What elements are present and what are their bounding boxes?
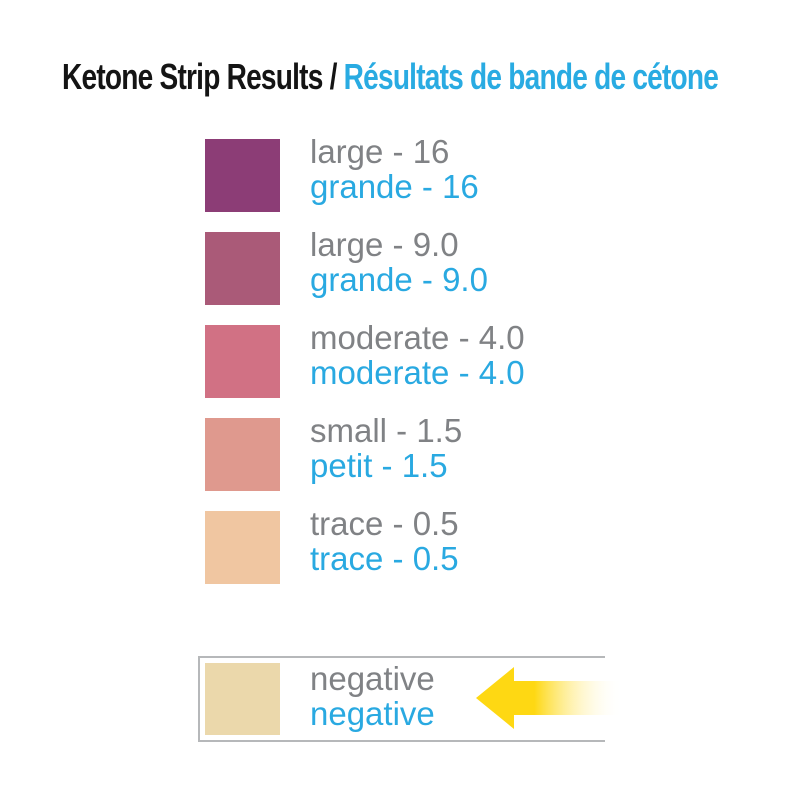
label-french: moderate - 4.0 (310, 354, 525, 391)
page-title: Ketone Strip Results / Résultats de band… (62, 56, 719, 98)
label-french: grande - 9.0 (310, 261, 488, 298)
label-english: negative (310, 660, 435, 697)
legend-row-moderate: moderate - 4.0 moderate - 4.0 (205, 320, 655, 398)
color-swatch-large-16 (205, 139, 280, 212)
legend-row-large-16: large - 16 grande - 16 (205, 134, 655, 212)
title-french: Résultats de bande de cétone (343, 56, 719, 97)
legend-labels: moderate - 4.0 moderate - 4.0 (310, 320, 525, 390)
label-english: moderate - 4.0 (310, 319, 525, 356)
label-french: trace - 0.5 (310, 540, 459, 577)
legend-labels: large - 9.0 grande - 9.0 (310, 227, 488, 297)
label-french: negative (310, 695, 435, 732)
label-english: large - 9.0 (310, 226, 459, 263)
legend-row-large-9: large - 9.0 grande - 9.0 (205, 227, 655, 305)
color-swatch-small (205, 418, 280, 491)
color-swatch-negative (205, 663, 280, 735)
label-english: large - 16 (310, 133, 450, 170)
color-swatch-large-9 (205, 232, 280, 305)
legend-labels: trace - 0.5 trace - 0.5 (310, 506, 459, 576)
legend-labels: large - 16 grande - 16 (310, 134, 479, 204)
label-english: trace - 0.5 (310, 505, 459, 542)
label-english: small - 1.5 (310, 412, 463, 449)
legend-labels: small - 1.5 petit - 1.5 (310, 413, 462, 483)
title-english: Ketone Strip Results / (62, 56, 344, 97)
color-swatch-trace (205, 511, 280, 584)
legend-row-small: small - 1.5 petit - 1.5 (205, 413, 655, 491)
legend-row-trace: trace - 0.5 trace - 0.5 (205, 506, 655, 584)
label-french: grande - 16 (310, 168, 479, 205)
legend-labels: negative negative (310, 661, 435, 731)
color-swatch-moderate (205, 325, 280, 398)
arrow-left-icon (476, 667, 622, 729)
label-french: petit - 1.5 (310, 447, 448, 484)
